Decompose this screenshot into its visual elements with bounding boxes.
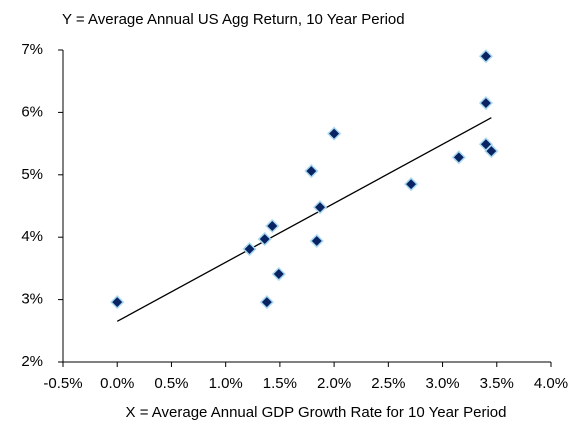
scatter-point [312,200,328,215]
scatter-point [451,150,466,165]
y-tick-label: 5% [21,166,43,183]
scatter-point [259,295,274,310]
scatter-point [484,144,499,159]
x-tick-label: 3.0% [425,375,459,392]
scatter-point [257,232,272,247]
scatter-point [265,218,280,234]
x-tick-label: 3.5% [480,375,514,392]
x-tick-label: 0.0% [100,375,134,392]
scatter-point [271,266,286,282]
scatter-point [478,49,493,64]
y-tick-label: 6% [21,103,43,120]
x-tick-label: 4.0% [534,375,568,392]
x-axis-title: X = Average Annual GDP Growth Rate for 1… [126,404,507,421]
scatter-point [478,95,493,111]
scatter-point [110,295,125,310]
y-tick-label: 2% [21,353,43,370]
y-tick-label: 3% [21,291,43,308]
scatter-point [304,163,319,179]
scatter-point [309,233,324,249]
x-tick-label: -0.5% [43,375,82,392]
x-tick-label: 1.5% [263,375,297,392]
x-tick-label: 2.0% [317,375,351,392]
x-tick-label: 0.5% [154,375,188,392]
chart-title: Y = Average Annual US Agg Return, 10 Yea… [62,11,405,28]
y-tick-label: 4% [21,228,43,245]
scatter-point [242,241,257,257]
x-tick-label: 1.0% [209,375,243,392]
scatter-point [327,126,342,141]
trend-line [116,117,492,322]
y-tick-label: 7% [21,41,43,58]
x-tick-label: 2.5% [371,375,405,392]
scatter-point [404,177,419,192]
